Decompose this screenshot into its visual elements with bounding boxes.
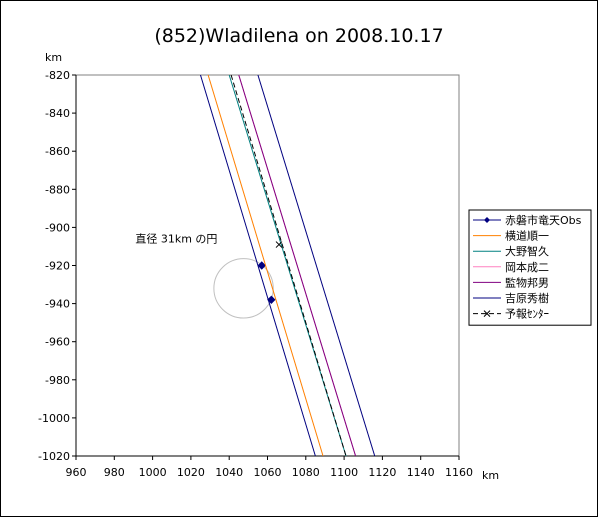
legend-label: 横道順一 (505, 229, 549, 243)
observation-point (257, 261, 266, 270)
y-tick-label: -880 (45, 183, 70, 196)
legend-swatch-marker (483, 310, 491, 317)
prediction-center-marker (275, 241, 283, 248)
y-tick-label: -820 (45, 69, 70, 82)
x-tick-label: 1040 (215, 466, 243, 479)
y-tick-label: -860 (45, 145, 70, 158)
x-tick-label: 1120 (368, 466, 396, 479)
legend-label: 監物邦男 (505, 275, 549, 289)
y-tick-label: -840 (45, 107, 70, 120)
chord-line (207, 75, 324, 456)
legend-entry: 監物邦男 (473, 275, 549, 289)
x-tick-label: 980 (104, 466, 125, 479)
y-tick-label: -1020 (38, 450, 70, 463)
y-tick-label: -940 (45, 298, 70, 311)
chord-line (238, 75, 357, 456)
legend-entry: 横道順一 (473, 229, 549, 243)
legend-entry: 大野智久 (473, 244, 549, 258)
plot-area (75, 74, 460, 457)
y-tick-label: -920 (45, 260, 70, 273)
legend-box (468, 209, 592, 326)
y-tick-label: -960 (45, 336, 70, 349)
y-tick-label: -900 (45, 221, 70, 234)
limit-line-east (257, 75, 376, 456)
circle-annotation-label: 直径 31km の円 (135, 232, 217, 246)
legend-label: 赤磐市竜天Obs (505, 213, 582, 227)
prediction-center-line (230, 75, 347, 456)
legend-entry: 予報ｾﾝﾀｰ (473, 308, 549, 321)
x-tick-label: 1060 (254, 466, 282, 479)
legend-swatch-marker (484, 217, 490, 223)
x-tick-label: 1080 (292, 466, 320, 479)
plot-content (199, 75, 376, 456)
observation-point (267, 295, 276, 304)
size-reference-circle (213, 258, 274, 319)
x-tick-label: 960 (66, 466, 87, 479)
x-tick-label: 1020 (177, 466, 205, 479)
x-tick-label: 1000 (139, 466, 167, 479)
y-axis-unit: km (45, 51, 62, 64)
limit-line-west (199, 75, 316, 456)
chart-title: (852)Wladilena on 2008.10.17 (154, 25, 443, 47)
axes: -820 -840 -860 -880 -900 -920 -940 -960 -980 -100… (38, 69, 473, 479)
legend-entry: 赤磐市竜天Obs (473, 213, 582, 227)
legend-label: 吉原秀樹 (505, 292, 549, 305)
y-tick-label: -980 (45, 374, 70, 387)
x-tick-label: 1100 (330, 466, 358, 479)
legend-entry: 吉原秀樹 (473, 292, 549, 305)
x-axis-unit: km (482, 469, 499, 482)
legend-label: 大野智久 (505, 244, 549, 258)
legend-entry: 岡本成二 (473, 260, 549, 274)
x-tick-label: 1160 (445, 466, 473, 479)
y-tick-label: -1000 (38, 412, 70, 425)
x-tick-label: 1140 (407, 466, 435, 479)
legend-label: 予報ｾﾝﾀｰ (505, 308, 549, 321)
legend-label: 岡本成二 (505, 260, 549, 274)
